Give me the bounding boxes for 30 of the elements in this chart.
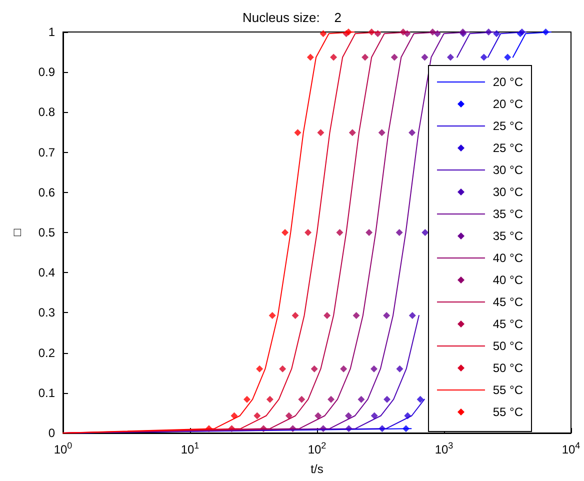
legend-label: 40 °C	[492, 251, 523, 265]
y-tick-label: 0.6	[38, 185, 56, 200]
y-tick-label: 0.8	[38, 105, 56, 120]
legend-label: 25 °C	[492, 119, 523, 133]
y-tick-label: 0.3	[38, 306, 56, 320]
legend-label: 50 °C	[492, 361, 523, 375]
y-tick-label: 0.7	[38, 145, 56, 160]
y-tick-label: 0.1	[38, 386, 56, 400]
legend-label: 30 °C	[492, 163, 523, 177]
y-tick-label: 0.5	[38, 226, 56, 240]
legend-label: 55 °C	[492, 383, 523, 397]
y-tick-label: 1	[48, 25, 56, 39]
legend-label: 45 °C	[492, 317, 523, 331]
y-tick-label: 0.2	[38, 346, 56, 360]
legend-label: 30 °C	[492, 185, 523, 199]
chart-title: Nucleus size: 2	[242, 10, 342, 25]
legend-label: 20 °C	[492, 97, 523, 111]
y-tick-label: 0.9	[38, 65, 56, 80]
legend-label: 25 °C	[492, 141, 523, 155]
y-axis-title: □	[10, 228, 24, 236]
legend-label: 40 °C	[492, 273, 523, 287]
legend-label: 50 °C	[492, 339, 523, 353]
x-axis-title: t/s	[310, 462, 324, 476]
legend-label: 20 °C	[492, 75, 523, 89]
legend-label: 45 °C	[492, 295, 523, 309]
legend-label: 55 °C	[492, 405, 523, 419]
y-tick-label: 0.4	[38, 266, 56, 280]
legend-label: 35 °C	[492, 207, 523, 221]
y-tick-label: 0	[48, 426, 56, 440]
legend-label: 35 °C	[492, 229, 523, 243]
